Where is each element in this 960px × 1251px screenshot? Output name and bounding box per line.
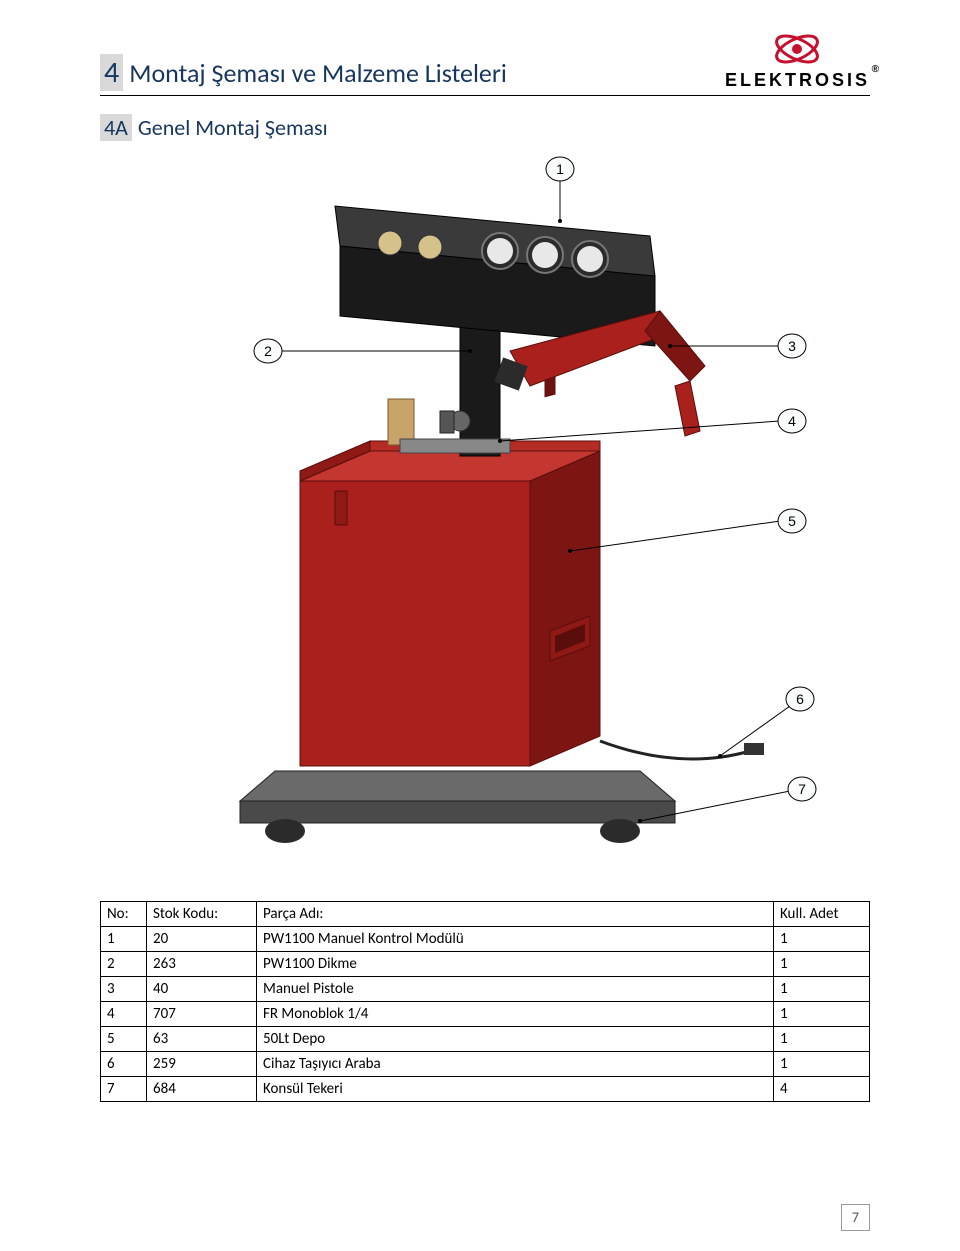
table-row: 4707FR Monoblok 1/41 <box>101 1002 870 1027</box>
logo-icon <box>772 30 822 68</box>
cell-no: 7 <box>101 1077 147 1102</box>
table-row: 56350Lt Depo1 <box>101 1027 870 1052</box>
cell-stok: 259 <box>147 1052 257 1077</box>
cell-stok: 707 <box>147 1002 257 1027</box>
cell-adet: 1 <box>774 1002 870 1027</box>
ground-clip <box>744 743 764 755</box>
table-row: 120PW1100 Manuel Kontrol Modülü1 <box>101 927 870 952</box>
ground-cable <box>600 741 750 759</box>
cell-adet: 1 <box>774 952 870 977</box>
cell-no: 6 <box>101 1052 147 1077</box>
cell-adi: FR Monoblok 1/4 <box>257 1002 774 1027</box>
logo-wordmark: ELEKTROSIS <box>725 70 870 91</box>
col-header-no: No: <box>101 902 147 927</box>
parts-table: No: Stok Kodu: Parça Adı: Kull. Adet 120… <box>100 901 870 1102</box>
assembly-diagram: 1 2 3 4 5 6 7 <box>100 151 870 851</box>
cell-adet: 1 <box>774 1052 870 1077</box>
section-number: 4 <box>100 54 123 91</box>
cell-no: 5 <box>101 1027 147 1052</box>
col-header-adi: Parça Adı: <box>257 902 774 927</box>
cell-adet: 1 <box>774 977 870 1002</box>
callout-6: 6 <box>796 691 804 707</box>
table-header-row: No: Stok Kodu: Parça Adı: Kull. Adet <box>101 902 870 927</box>
callout-4: 4 <box>788 413 796 429</box>
table-row: 340Manuel Pistole1 <box>101 977 870 1002</box>
logo: ELEKTROSIS <box>725 30 870 91</box>
section-title: 4 Montaj Şeması ve Malzeme Listeleri <box>100 54 507 91</box>
cell-no: 1 <box>101 927 147 952</box>
cell-stok: 63 <box>147 1027 257 1052</box>
cell-adi: Konsül Tekeri <box>257 1077 774 1102</box>
cell-adi: Cihaz Taşıyıcı Araba <box>257 1052 774 1077</box>
page-header: 4 Montaj Şeması ve Malzeme Listeleri ELE… <box>100 30 870 96</box>
cell-no: 4 <box>101 1002 147 1027</box>
subsection-title: 4A Genel Montaj Şeması <box>100 114 870 141</box>
col-header-stok: Stok Kodu: <box>147 902 257 927</box>
cell-no: 2 <box>101 952 147 977</box>
page-number: 7 <box>841 1204 870 1231</box>
base-assembly <box>240 771 675 843</box>
callout-7: 7 <box>798 781 806 797</box>
section-text: Montaj Şeması ve Malzeme Listeleri <box>129 57 507 89</box>
cell-adi: PW1100 Dikme <box>257 952 774 977</box>
cell-adet: 4 <box>774 1077 870 1102</box>
diagram-svg: 1 2 3 4 5 6 7 <box>100 151 870 851</box>
cell-adet: 1 <box>774 1027 870 1052</box>
cell-stok: 684 <box>147 1077 257 1102</box>
callout-2: 2 <box>264 343 272 359</box>
cell-adi: PW1100 Manuel Kontrol Modülü <box>257 927 774 952</box>
cell-adi: Manuel Pistole <box>257 977 774 1002</box>
cell-no: 3 <box>101 977 147 1002</box>
cell-adet: 1 <box>774 927 870 952</box>
cell-stok: 40 <box>147 977 257 1002</box>
callout-3: 3 <box>788 338 796 354</box>
subsection-text: Genel Montaj Şeması <box>138 114 328 141</box>
subsection-number: 4A <box>100 114 132 141</box>
cell-stok: 263 <box>147 952 257 977</box>
table-row: 6259Cihaz Taşıyıcı Araba1 <box>101 1052 870 1077</box>
callout-1: 1 <box>556 161 564 177</box>
col-header-adet: Kull. Adet <box>774 902 870 927</box>
callout-5: 5 <box>788 513 796 529</box>
stand-pillar <box>460 311 500 456</box>
cell-adi: 50Lt Depo <box>257 1027 774 1052</box>
cell-stok: 20 <box>147 927 257 952</box>
table-row: 2263PW1100 Dikme1 <box>101 952 870 977</box>
table-row: 7684Konsül Tekeri4 <box>101 1077 870 1102</box>
